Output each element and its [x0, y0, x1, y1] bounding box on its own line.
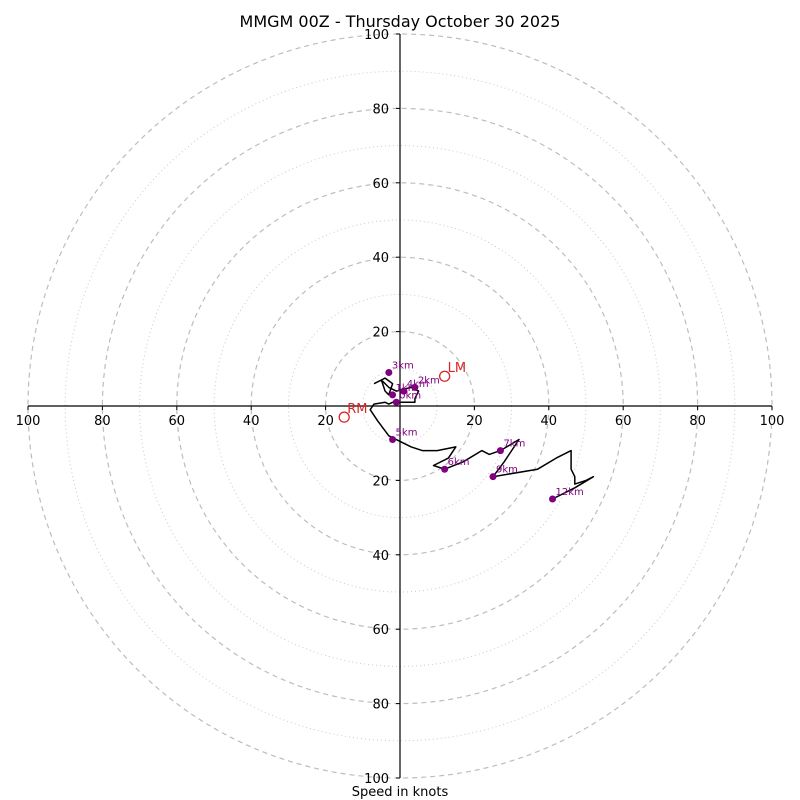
height-label-12km: 12km: [556, 487, 584, 498]
height-label-5km: 5km: [396, 427, 418, 438]
height-label-3km: 3km: [392, 361, 414, 372]
height-marker-4km: [400, 387, 408, 395]
y-tick-label: 100: [364, 772, 389, 787]
x-tick-label: 80: [689, 414, 706, 429]
height-label-7km: 7km: [503, 439, 525, 450]
y-tick-label: 80: [372, 102, 389, 117]
x-tick-label: 40: [541, 414, 558, 429]
storm-motion-markers: LM RM: [338, 361, 466, 423]
x-tick-label: 100: [760, 414, 785, 429]
height-label-6km: 6km: [448, 457, 470, 468]
x-tick-label: 60: [615, 414, 632, 429]
height-label-2km: 2km: [418, 375, 440, 386]
axes: [28, 34, 772, 778]
height-marker-5km: [389, 435, 397, 443]
height-label-0km: 0km: [399, 390, 421, 401]
y-tick-label: 80: [372, 698, 389, 713]
y-tick-label: 40: [372, 549, 389, 564]
y-tick-label: 40: [372, 251, 389, 266]
hodograph-line-group: [369, 377, 595, 500]
height-marker-0km: [392, 398, 400, 406]
y-tick-label: 20: [372, 474, 389, 489]
x-tick-label: 100: [16, 414, 41, 429]
y-tick-label: 20: [372, 326, 389, 341]
height-label-1km: 1km: [396, 383, 418, 394]
height-marker-12km: [549, 495, 557, 503]
storm-motion-label-LM: LM: [448, 361, 466, 376]
storm-motion-label-RM: RM: [347, 402, 367, 417]
y-tick-label: 60: [372, 623, 389, 638]
height-marker-1km: [389, 391, 397, 399]
storm-motion-LM: [438, 370, 451, 382]
storm-motion-RM: [338, 411, 350, 423]
height-marker-2km: [411, 383, 419, 391]
x-tick-label: 60: [169, 414, 186, 429]
height-label-4km: 4km: [407, 379, 429, 390]
hodograph-line: [369, 377, 595, 500]
x-tick-label: 20: [317, 414, 334, 429]
x-tick-label: 40: [243, 414, 260, 429]
height-marker-3km: [385, 369, 393, 377]
x-tick-label: 80: [94, 414, 111, 429]
y-tick-label: 60: [372, 177, 389, 192]
height-marker-9km: [489, 473, 497, 481]
axis-ticks: 100 100 80 80 60 60 40 40 20 20 20 20 40 40 60 60 80 80 10…: [16, 28, 785, 787]
y-tick-label: 100: [364, 28, 389, 43]
height-marker-7km: [496, 447, 504, 455]
height-label-9km: 9km: [496, 465, 518, 476]
x-axis-label: Speed in knots: [352, 785, 449, 800]
x-tick-label: 20: [466, 414, 483, 429]
chart-title: MMGM 00Z - Thursday October 30 2025: [240, 12, 561, 31]
height-marker-6km: [441, 465, 449, 473]
